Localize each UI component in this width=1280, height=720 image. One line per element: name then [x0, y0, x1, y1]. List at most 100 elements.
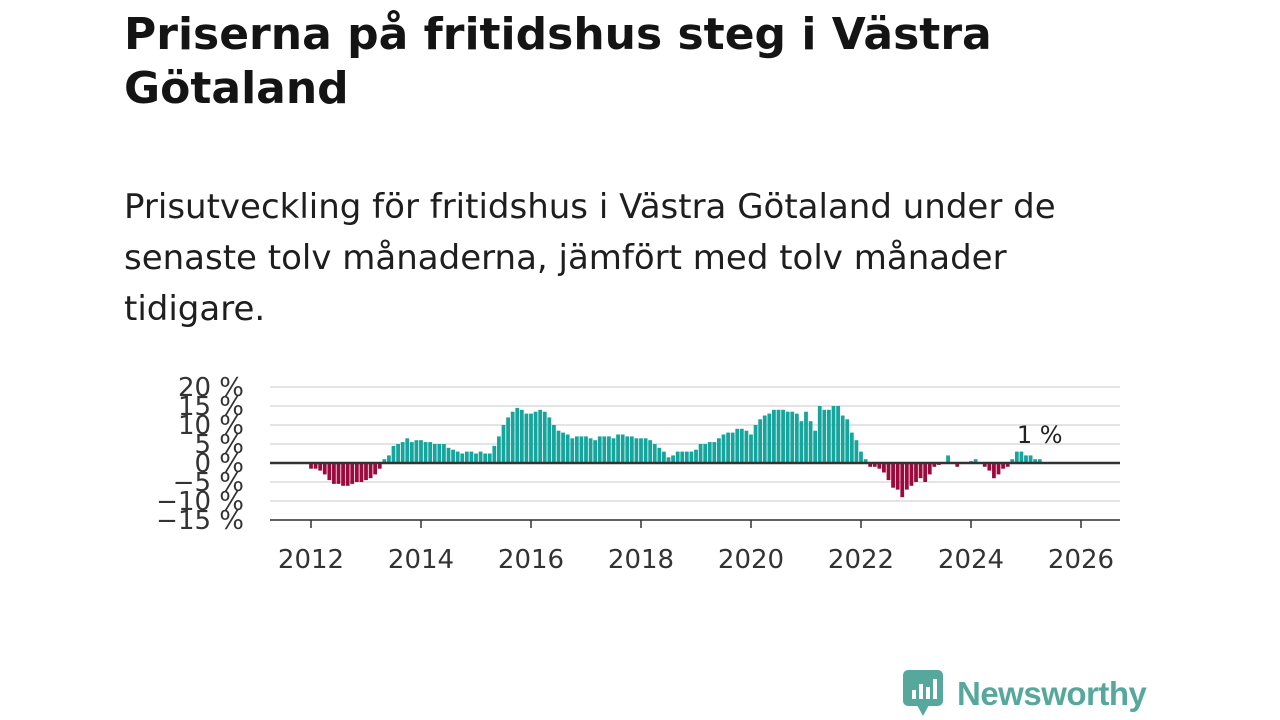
bar [629, 436, 634, 463]
bar [497, 436, 501, 463]
bar [570, 438, 575, 463]
bar [831, 406, 836, 463]
bar [455, 451, 460, 463]
bar [877, 463, 882, 469]
chart-subtitle: Prisutveckling för fritidshus i Västra G… [124, 187, 1056, 329]
bar [364, 463, 368, 481]
bar [992, 463, 996, 479]
bar [900, 463, 905, 498]
bar [533, 411, 538, 463]
bar [391, 445, 396, 463]
newsworthy-logo: Newsworthy [903, 670, 1147, 718]
bar [652, 444, 657, 463]
bar [698, 444, 703, 463]
bar [744, 430, 749, 463]
bar [785, 411, 790, 463]
bar [845, 419, 850, 463]
bar [822, 409, 827, 463]
bar [804, 411, 808, 463]
bar [442, 444, 446, 463]
bar [872, 463, 877, 467]
bar [474, 453, 478, 463]
bar [712, 442, 717, 463]
bar [1033, 459, 1038, 463]
bar [510, 411, 515, 463]
bar [542, 411, 547, 463]
y-tick-label: −10 % [156, 487, 244, 517]
bar [1014, 451, 1019, 463]
bar [350, 463, 355, 484]
bar [749, 434, 753, 463]
x-tick-label: 2022 [828, 545, 894, 575]
bar [868, 463, 873, 467]
bar [859, 451, 863, 463]
bar [552, 425, 556, 463]
bar [639, 438, 643, 463]
bar [854, 440, 859, 463]
bar [607, 436, 611, 463]
bar [799, 421, 804, 463]
bar [345, 463, 350, 486]
bar [671, 455, 675, 463]
y-tick-label: −15 % [156, 506, 244, 536]
bar [882, 463, 886, 473]
bar [1037, 459, 1042, 463]
x-tick-label: 2014 [388, 545, 454, 575]
bar [703, 444, 708, 463]
bar [675, 451, 680, 463]
bar [387, 455, 391, 463]
bar [469, 451, 474, 463]
bar [565, 434, 570, 463]
bar [827, 409, 831, 463]
bar [730, 432, 735, 463]
bar [620, 434, 625, 463]
bar [904, 463, 909, 490]
bar [684, 451, 689, 463]
bar [625, 436, 630, 463]
bar [758, 419, 763, 463]
bar [1010, 459, 1015, 463]
x-tick-label: 2012 [278, 545, 344, 575]
bar [946, 455, 950, 463]
bar [721, 434, 726, 463]
bar [574, 436, 579, 463]
bar [492, 445, 497, 463]
bar [354, 463, 359, 482]
bar [529, 413, 533, 463]
y-tick-label: 10 % [178, 411, 244, 441]
bar [643, 438, 648, 463]
bar [597, 436, 602, 463]
bar [1024, 455, 1028, 463]
bar [336, 463, 341, 484]
bar [524, 413, 529, 463]
bar [556, 430, 561, 463]
bar [616, 434, 620, 463]
bar [602, 436, 607, 463]
bar [794, 413, 799, 463]
bar [776, 409, 781, 463]
bar [689, 451, 694, 463]
bar [460, 453, 465, 463]
bar [396, 444, 400, 463]
bar [790, 411, 795, 463]
bar [478, 451, 483, 463]
bar [680, 451, 685, 463]
bar [918, 463, 923, 479]
bar [561, 432, 565, 463]
y-tick-label: −5 % [173, 468, 244, 498]
x-tick-label: 2020 [718, 545, 784, 575]
bar [753, 425, 758, 463]
bar [927, 463, 932, 475]
bar [987, 463, 992, 471]
bar [886, 463, 891, 481]
bar [781, 409, 785, 463]
bar [428, 442, 433, 463]
bar [657, 447, 662, 463]
bar [1028, 455, 1033, 463]
bar [836, 406, 840, 463]
bar [414, 440, 419, 463]
bar [515, 407, 520, 463]
bar [409, 442, 414, 463]
y-tick-label: 0 % [194, 449, 244, 479]
